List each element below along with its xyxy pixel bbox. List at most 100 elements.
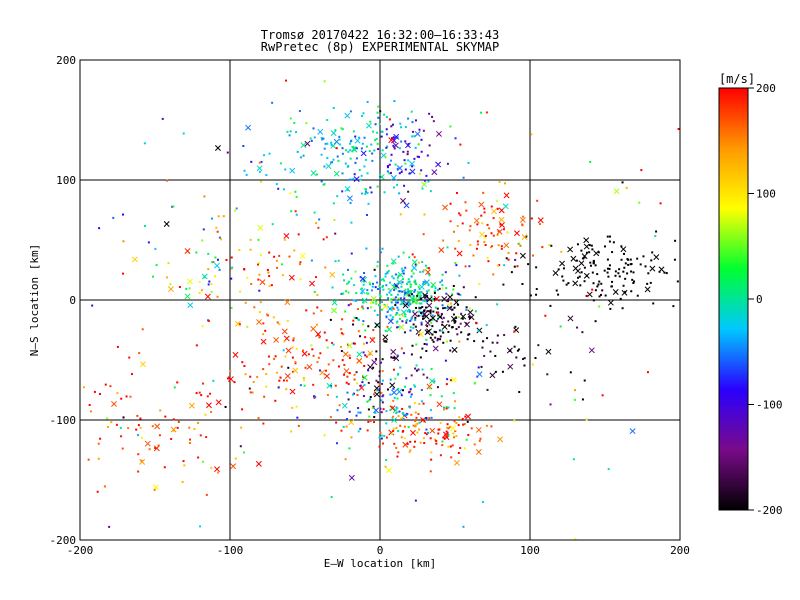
data-point-dot [307, 353, 310, 356]
data-point-dot [400, 394, 403, 397]
data-point-dot [609, 307, 612, 310]
data-point-dot [402, 150, 405, 153]
data-point-dot [238, 323, 241, 326]
data-point-dot [468, 317, 471, 320]
data-point-dot [426, 310, 429, 313]
data-point-cross [390, 258, 397, 265]
data-point-dot [416, 292, 419, 295]
data-point-dot [418, 428, 421, 431]
data-point-dot [421, 260, 424, 263]
data-point-cross [348, 474, 355, 481]
data-point-dot [523, 357, 526, 360]
data-point-dot [218, 268, 221, 271]
data-point-dot [315, 173, 318, 176]
data-point-dot [367, 420, 370, 423]
data-point-cross [391, 389, 397, 396]
data-point-dot [622, 252, 625, 255]
data-point-dot [258, 289, 261, 292]
data-point-dot [266, 268, 269, 271]
data-point-dot [406, 442, 409, 445]
data-point-dot [658, 270, 661, 273]
data-point-dot [402, 416, 405, 419]
data-point-dot [413, 135, 416, 138]
data-point-dot [263, 154, 266, 157]
data-point-dot [376, 281, 379, 284]
data-point-cross [201, 273, 208, 280]
data-point-dot [230, 306, 233, 309]
data-point-dot [349, 110, 352, 113]
data-point-dot [409, 285, 412, 288]
data-point-dot [482, 340, 485, 343]
data-point-dot [367, 202, 370, 205]
data-point-dot [390, 298, 393, 301]
data-point-dot [395, 412, 398, 415]
data-point-dot [379, 175, 382, 178]
data-point-dot [452, 284, 455, 287]
data-point-dot [251, 391, 254, 394]
data-point-dot [147, 241, 150, 244]
data-point-dot [291, 346, 294, 349]
data-point-dot [366, 429, 369, 432]
data-point-dot [205, 493, 208, 496]
data-point-dot [267, 271, 270, 274]
data-point-dot [329, 161, 332, 164]
data-point-dot [233, 381, 236, 384]
data-point-dot [273, 357, 276, 360]
data-point-cross [583, 272, 590, 279]
data-point-dot [386, 166, 389, 169]
data-point-dot [361, 323, 364, 326]
data-point-dot [274, 355, 277, 358]
data-point-dot [314, 395, 317, 398]
data-point-cross [346, 342, 353, 349]
colorbar-tick-label: 0 [756, 293, 763, 306]
data-point-dot [97, 457, 100, 460]
data-point-dot [288, 134, 291, 137]
data-point-dot [442, 316, 445, 319]
data-point-dot [281, 274, 284, 277]
data-point-dot [285, 388, 288, 391]
data-point-dot [429, 437, 432, 440]
data-point-dot [446, 423, 449, 426]
data-point-dot [400, 170, 403, 173]
data-point-dot [404, 266, 407, 269]
data-point-dot [386, 325, 389, 328]
data-point-cross [507, 363, 514, 370]
data-point-dot [624, 262, 627, 265]
data-point-dot [576, 326, 579, 329]
data-point-dot [198, 391, 201, 394]
data-point-dot [422, 233, 425, 236]
data-point-dot [121, 447, 124, 450]
data-point-dot [409, 326, 412, 329]
data-point-dot [480, 365, 483, 368]
data-point-dot [435, 311, 438, 314]
data-point-dot [420, 321, 423, 324]
y-tick-label: 0 [69, 294, 76, 307]
data-point-dot [457, 293, 460, 296]
data-point-dot [332, 106, 335, 109]
data-point-dot [396, 167, 399, 170]
data-point-dot [188, 287, 191, 290]
data-point-dot [335, 442, 338, 445]
data-point-dot [355, 292, 358, 295]
data-point-cross [449, 425, 456, 432]
data-point-dot [485, 111, 488, 114]
data-point-cross [552, 270, 559, 276]
data-point-cross [326, 382, 333, 389]
data-point-dot [481, 501, 484, 504]
data-point-dot [239, 290, 242, 293]
data-point-dot [170, 437, 173, 440]
data-point-dot [623, 266, 626, 269]
data-point-cross [451, 346, 458, 353]
data-point-dot [302, 377, 305, 380]
data-point-dot [608, 240, 611, 243]
data-point-dot [364, 192, 367, 195]
data-point-dot [611, 251, 614, 254]
data-point-dot [407, 278, 410, 281]
data-point-dot [380, 411, 383, 414]
data-point-dot [295, 213, 298, 216]
data-point-dot [317, 356, 320, 359]
data-point-cross [411, 259, 418, 266]
data-point-dot [388, 163, 391, 166]
data-point-dot [197, 456, 200, 459]
data-point-dot [363, 342, 366, 345]
